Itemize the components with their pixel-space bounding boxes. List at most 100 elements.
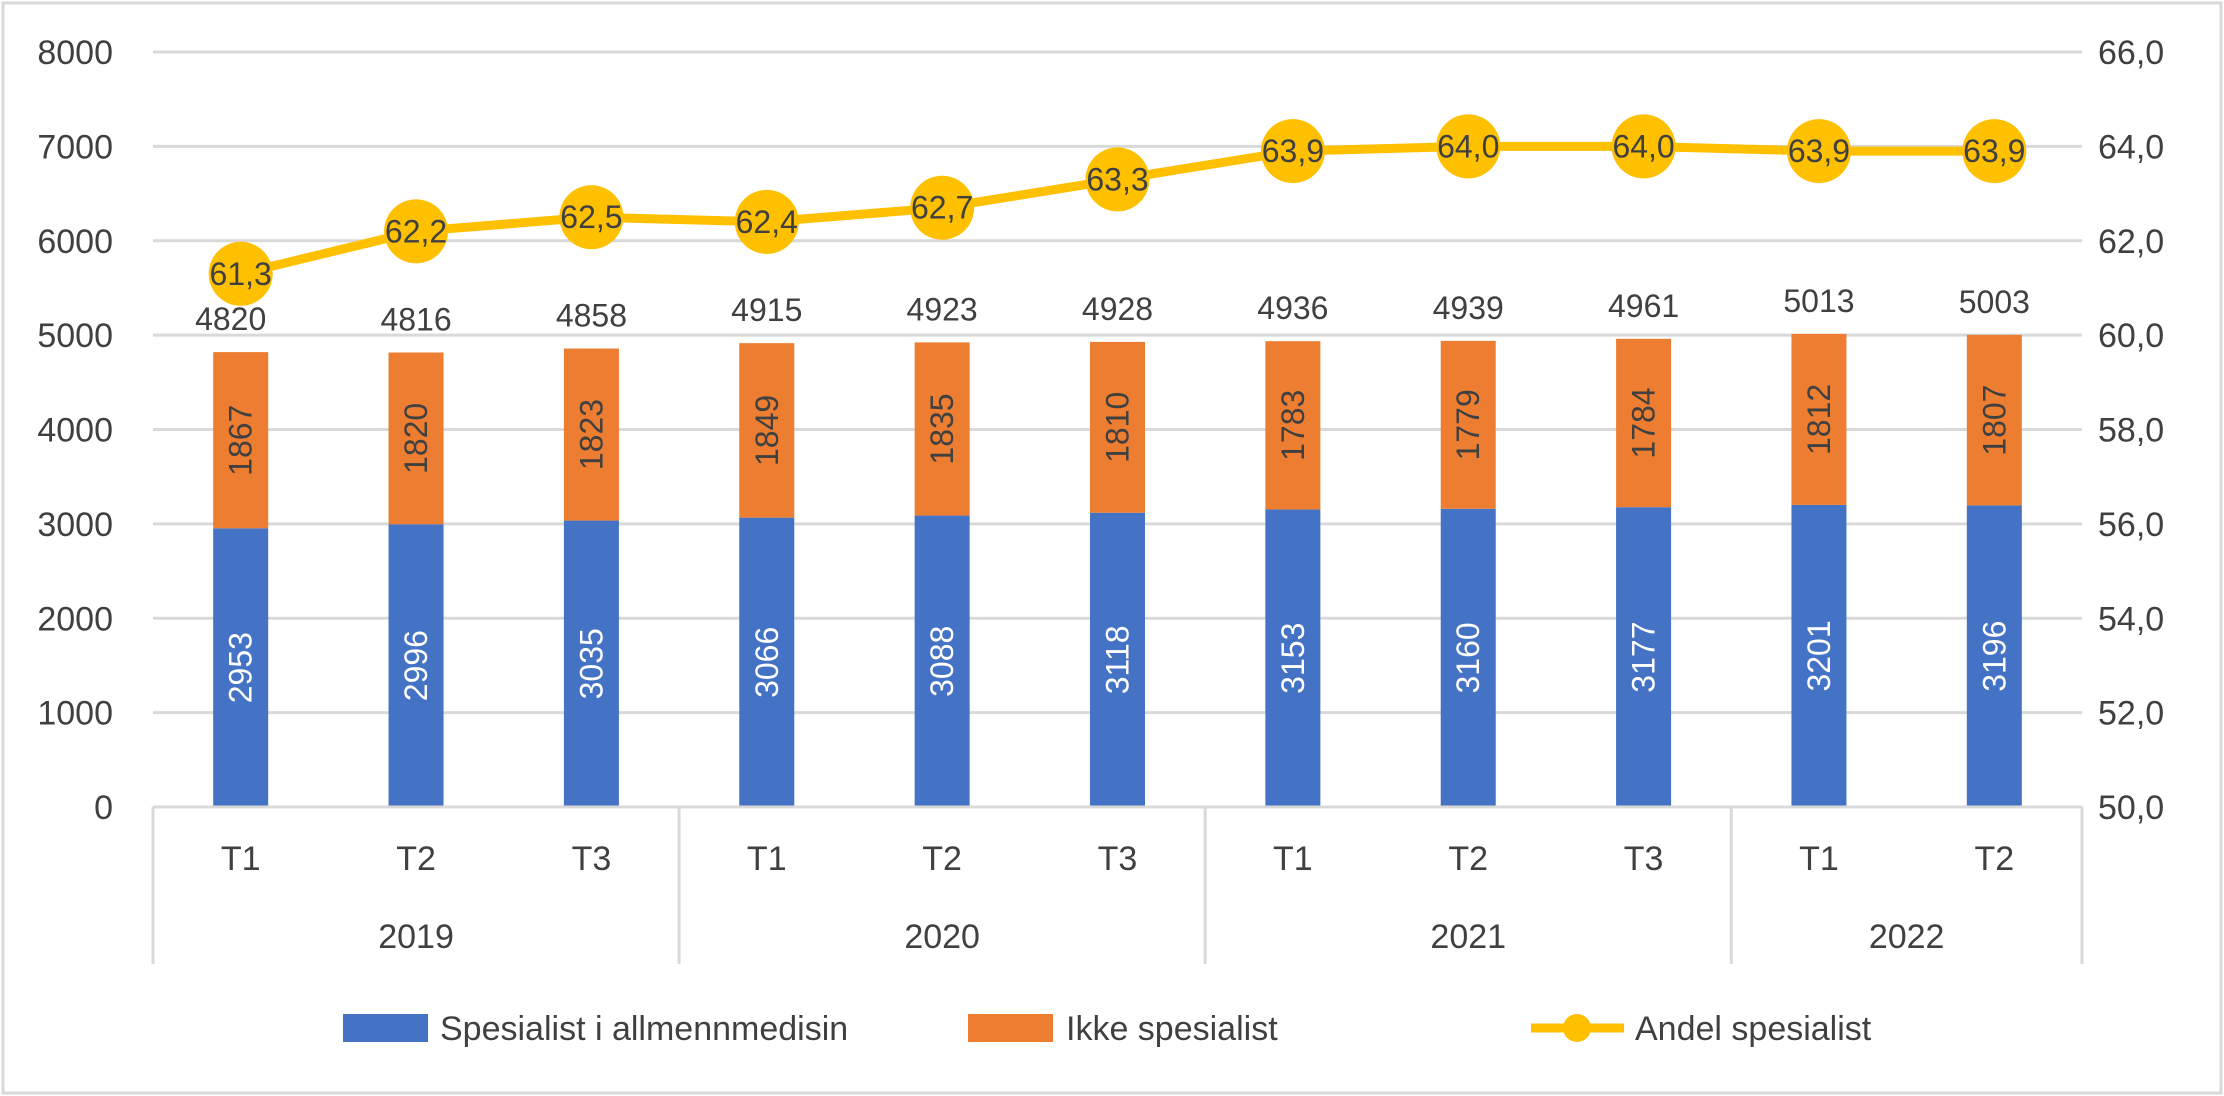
- category-label: T2: [922, 840, 962, 878]
- bar-label-ikke-spesialist: 1784: [1626, 387, 1662, 458]
- total-label: 4915: [731, 292, 802, 328]
- line-marker: [910, 175, 975, 240]
- line-marker: [1260, 119, 1325, 184]
- left-axis-tick-label: 0: [94, 789, 113, 827]
- bar-ikke-spesialist: [1090, 341, 1145, 513]
- category-label: T1: [1799, 840, 1839, 878]
- line-marker: [1962, 119, 2027, 184]
- right-axis-tick-label: 60,0: [2098, 317, 2164, 355]
- year-label: 2021: [1430, 918, 1506, 956]
- bar-label-ikke-spesialist: 1783: [1275, 390, 1311, 461]
- category-label: T2: [396, 840, 436, 878]
- total-label: 4961: [1608, 288, 1679, 324]
- year-label: 2019: [378, 918, 454, 956]
- bar-spesialist: [739, 517, 795, 807]
- bar-ikke-spesialist: [739, 343, 795, 518]
- legend-label-ikke-spesialist: Ikke spesialist: [1066, 1010, 1278, 1048]
- bar-label-spesialist: 3160: [1450, 622, 1486, 693]
- legend-swatch-ikke-spesialist: [968, 1014, 1053, 1042]
- total-label: 4939: [1433, 290, 1504, 326]
- line-label: 63,3: [1086, 161, 1148, 197]
- right-axis-tick-label: 64,0: [2098, 128, 2164, 166]
- bar-label-spesialist: 2996: [398, 630, 434, 701]
- bar-label-ikke-spesialist: 1807: [1976, 385, 2012, 456]
- legend-label-spesialist: Spesialist i allmennmedisin: [440, 1010, 848, 1048]
- right-axis-tick-label: 62,0: [2098, 223, 2164, 261]
- bar-label-ikke-spesialist: 1849: [749, 395, 785, 466]
- bar-ikke-spesialist: [1616, 338, 1672, 508]
- line-marker: [208, 241, 273, 306]
- bar-label-spesialist: 3201: [1801, 620, 1837, 691]
- line-label: 62,2: [385, 213, 447, 249]
- bar-label-spesialist: 3153: [1275, 623, 1311, 694]
- bar-spesialist: [1265, 509, 1321, 807]
- line-label: 62,7: [911, 190, 973, 226]
- left-axis-tick-label: 4000: [37, 412, 113, 450]
- line-marker: [1786, 119, 1851, 184]
- legend-marker-andel: [1563, 1014, 1591, 1042]
- left-axis-tick-label: 5000: [37, 317, 113, 355]
- bar-spesialist: [1090, 512, 1145, 807]
- bar-label-ikke-spesialist: 1823: [573, 399, 609, 470]
- line-marker: [1085, 147, 1150, 212]
- bar-ikke-spesialist: [1265, 341, 1321, 510]
- bar-label-ikke-spesialist: 1835: [924, 393, 960, 464]
- line-marker: [384, 199, 449, 264]
- total-label: 5013: [1783, 283, 1854, 319]
- category-label: T3: [572, 840, 612, 878]
- bar-spesialist: [1966, 505, 2022, 807]
- bar-label-ikke-spesialist: 1812: [1801, 384, 1837, 455]
- year-label: 2020: [904, 918, 980, 956]
- bar-label-spesialist: 2953: [223, 632, 259, 703]
- line-marker: [1611, 114, 1676, 179]
- bar-spesialist: [563, 520, 619, 807]
- right-axis-tick-label: 54,0: [2098, 600, 2164, 638]
- bar-ikke-spesialist: [563, 348, 619, 521]
- bar-label-spesialist: 3088: [924, 626, 960, 697]
- bar-spesialist: [388, 524, 444, 807]
- category-label: T1: [1273, 840, 1313, 878]
- category-label: T2: [1448, 840, 1488, 878]
- left-axis-tick-label: 8000: [37, 34, 113, 72]
- line-label: 63,9: [1963, 133, 2025, 169]
- total-label: 5003: [1959, 284, 2030, 320]
- bar-ikke-spesialist: [1791, 333, 1847, 505]
- bar-label-ikke-spesialist: 1867: [223, 405, 259, 476]
- right-axis-tick-label: 56,0: [2098, 506, 2164, 544]
- left-axis-tick-label: 1000: [37, 695, 113, 733]
- bar-ikke-spesialist: [1966, 334, 2022, 506]
- line-label: 61,3: [210, 256, 272, 292]
- total-label: 4923: [907, 291, 978, 327]
- bar-label-ikke-spesialist: 1820: [398, 403, 434, 474]
- left-axis-tick-label: 7000: [37, 128, 113, 166]
- bar-label-ikke-spesialist: 1779: [1450, 389, 1486, 460]
- category-label: T1: [221, 840, 261, 878]
- legend-swatch-spesialist: [343, 1014, 428, 1042]
- bar-label-spesialist: 3035: [573, 628, 609, 699]
- total-label: 4858: [556, 298, 627, 334]
- line-label: 63,9: [1788, 133, 1850, 169]
- legend-label-andel: Andel spesialist: [1635, 1010, 1872, 1048]
- bar-spesialist: [914, 515, 970, 807]
- category-label: T3: [1624, 840, 1664, 878]
- line-marker: [734, 189, 799, 254]
- line-label: 63,9: [1262, 133, 1324, 169]
- bar-ikke-spesialist: [213, 352, 269, 529]
- bar-spesialist: [1440, 508, 1496, 807]
- right-axis-tick-label: 58,0: [2098, 412, 2164, 450]
- category-label: T3: [1098, 840, 1138, 878]
- bar-spesialist: [1791, 504, 1847, 807]
- bar-spesialist: [1616, 507, 1672, 807]
- bar-ikke-spesialist: [914, 342, 970, 516]
- category-label: T1: [747, 840, 787, 878]
- right-axis-tick-label: 52,0: [2098, 695, 2164, 733]
- bar-ikke-spesialist: [1440, 340, 1496, 509]
- left-axis-tick-label: 2000: [37, 600, 113, 638]
- bar-ikke-spesialist: [388, 352, 444, 525]
- total-label: 4820: [195, 301, 266, 337]
- line-label: 64,0: [1612, 128, 1674, 164]
- total-label: 4816: [380, 301, 451, 337]
- total-label: 4936: [1257, 290, 1328, 326]
- bar-label-ikke-spesialist: 1810: [1100, 392, 1136, 463]
